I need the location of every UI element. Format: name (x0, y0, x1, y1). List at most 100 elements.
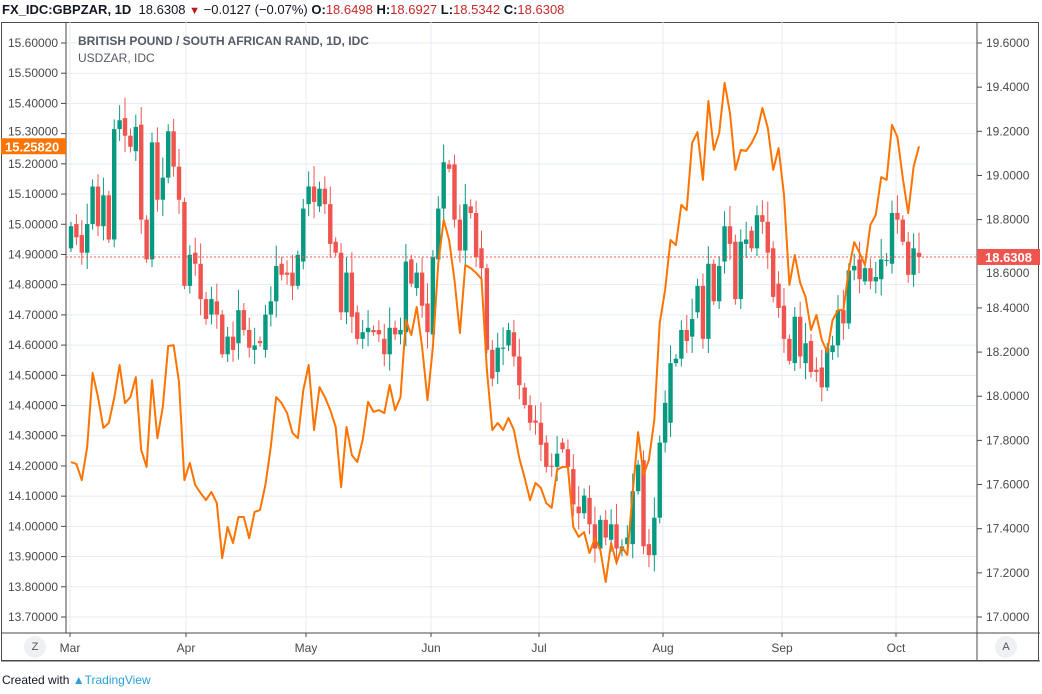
candle-down (733, 241, 738, 300)
candle-up (495, 347, 500, 372)
candle-down (241, 310, 247, 330)
right-axis-label: 17.4000 (986, 522, 1030, 536)
left-axis-label: 14.40000 (8, 399, 58, 413)
candle-up (133, 126, 139, 152)
time-axis-label: Mar (60, 641, 81, 655)
candle-down (533, 420, 538, 423)
chart-legend-compare[interactable]: USDZAR, IDC (78, 51, 155, 65)
candle-up (301, 208, 306, 262)
candle-up (317, 188, 322, 207)
candle-down (392, 327, 398, 335)
left-axis-label: 14.20000 (8, 459, 58, 473)
candle-up (166, 131, 171, 178)
left-axis-label: 15.10000 (8, 187, 58, 201)
time-axis-label: May (295, 641, 318, 655)
candle-up (209, 299, 214, 315)
right-axis-label: 18.2000 (986, 345, 1030, 359)
candle-up (835, 310, 841, 346)
price-change: −0.0127 (−0.07%) (203, 2, 308, 17)
candle-down (538, 422, 544, 445)
candle-up (792, 316, 797, 364)
candle-down (457, 219, 463, 251)
candle-down (279, 263, 284, 275)
candle-down (797, 316, 803, 357)
candle-down (333, 241, 338, 253)
compare-price-badge (1, 138, 66, 155)
candle-up (506, 330, 511, 346)
candle-down (473, 212, 479, 258)
candle-down (522, 387, 527, 406)
candle-up (754, 215, 760, 249)
candle-down (230, 336, 236, 350)
candle-up (608, 524, 614, 540)
candle-down (544, 442, 549, 467)
left-axis-label: 13.90000 (8, 550, 58, 564)
tradingview-link[interactable]: TradingView (84, 673, 151, 687)
candle-up (889, 212, 895, 264)
candle-down (425, 303, 430, 333)
candle-up (679, 330, 684, 359)
candle-up (387, 327, 392, 355)
candle-down (247, 330, 252, 348)
candle-up (738, 241, 743, 300)
zoom-button[interactable]: Z (24, 636, 46, 658)
candle-up (662, 402, 668, 443)
candle-down (868, 268, 873, 282)
candle-up (306, 186, 311, 205)
left-axis-label: 14.60000 (8, 338, 58, 352)
left-axis-label: 14.30000 (8, 429, 58, 443)
candle-down (727, 226, 733, 244)
candle-up (824, 347, 830, 388)
candle-up (436, 208, 441, 260)
left-axis-label: 14.50000 (8, 368, 58, 382)
time-axis-label: Oct (887, 641, 906, 655)
candle-down (776, 283, 781, 308)
candle-up (90, 186, 95, 225)
candle-down (257, 341, 263, 344)
candle-down (841, 310, 846, 324)
candle-down (371, 330, 376, 333)
candle-up (851, 265, 857, 271)
candle-up (414, 272, 419, 289)
candle-down (171, 131, 176, 167)
candle-down (760, 215, 765, 222)
candle-up (668, 363, 673, 423)
right-axis-label: 19.0000 (986, 168, 1030, 182)
right-axis-label: 19.2000 (986, 124, 1030, 138)
candle-down (900, 219, 905, 242)
right-axis-label: 18.8000 (986, 213, 1030, 227)
candle-up (803, 343, 808, 364)
candle-down (916, 252, 922, 257)
right-axis-label: 17.0000 (986, 610, 1030, 624)
candle-up (830, 345, 835, 353)
candle-up (101, 195, 106, 227)
candle-up (398, 330, 403, 335)
tradingview-logo-icon: ▲ (72, 673, 85, 687)
candle-down (614, 524, 619, 549)
auto-scale-button[interactable]: A (995, 636, 1017, 658)
left-axis-label: 14.90000 (8, 247, 58, 261)
candle-up (652, 517, 657, 556)
candle-up (344, 272, 349, 313)
candle-down (749, 230, 754, 249)
candle-up (441, 162, 446, 209)
candle-up (149, 142, 155, 260)
left-axis-label: 15.30000 (8, 124, 58, 138)
chart-legend-main: BRITISH POUND / SOUTH AFRICAN RAND, 1D, … (78, 34, 369, 48)
candle-up (403, 261, 409, 333)
candle-down (819, 367, 824, 388)
candle-up (706, 263, 711, 339)
candle-up (911, 248, 916, 275)
time-axis-label: Jun (421, 641, 440, 655)
candle-down (220, 314, 225, 355)
candle-up (268, 301, 274, 315)
candle-up (112, 129, 117, 240)
candle-down (527, 405, 533, 423)
candle-up (274, 265, 279, 302)
down-triangle-icon: ▼ (189, 5, 201, 17)
time-axis-label: Apr (177, 641, 196, 655)
candle-down (193, 252, 198, 264)
candle-down (176, 166, 182, 200)
candle-up (187, 254, 193, 286)
